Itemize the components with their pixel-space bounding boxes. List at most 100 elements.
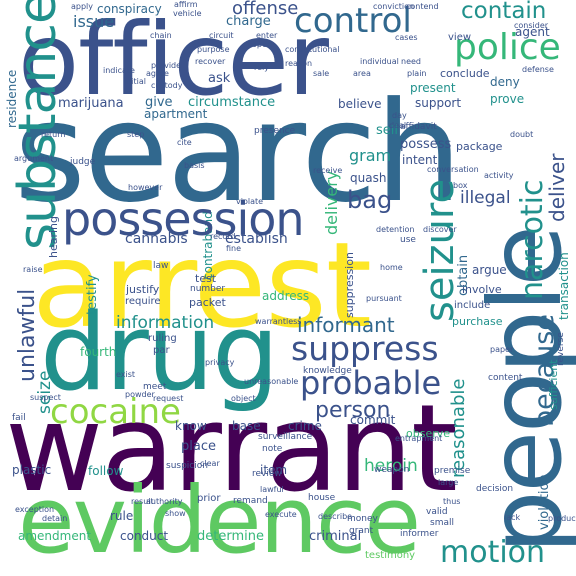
word-privacy: exist xyxy=(116,370,136,379)
word-conversation: conversation xyxy=(427,165,479,174)
word-prove: prove xyxy=(490,92,525,106)
word-motion: motion xyxy=(440,535,546,570)
word-violate: violate xyxy=(236,197,264,206)
word-contend: contend xyxy=(406,2,439,11)
word-step: step xyxy=(127,130,145,139)
word-decision: decision xyxy=(476,484,514,494)
word-unreasonable: unreasonable xyxy=(244,377,299,386)
word-sale: sale xyxy=(313,69,330,78)
word-cases: cases xyxy=(395,33,418,42)
word-describe: describe xyxy=(318,512,353,521)
word-police: police xyxy=(454,27,561,68)
word-object: object xyxy=(231,394,256,403)
word-reasonable-text: reasonable xyxy=(448,378,469,478)
word-informant: informant xyxy=(297,313,395,337)
word-view: view xyxy=(448,32,472,43)
word-authority: authority xyxy=(146,497,183,506)
word-apartment: apartment xyxy=(144,107,208,121)
word-probable: probable xyxy=(300,364,442,402)
word-request: request xyxy=(153,394,184,403)
word-gram: gram xyxy=(349,146,392,165)
word-warrantless: reverse xyxy=(556,332,566,366)
word-crime: crime xyxy=(288,419,322,433)
word-commit: commit xyxy=(350,413,396,427)
word-ruling: ruling xyxy=(148,333,177,344)
word-suspect: suspect xyxy=(30,393,61,402)
word-sufficient: sufficient xyxy=(547,359,560,411)
word-criminal: criminal xyxy=(309,529,362,544)
word-circumstance: circumstance xyxy=(188,95,276,110)
word-open: open xyxy=(252,40,272,49)
word-area: area xyxy=(353,69,371,78)
word-unlawful: unlawful xyxy=(15,288,40,382)
word-purpose: purpose xyxy=(197,45,230,54)
word-warrant: warrant xyxy=(5,380,458,519)
word-possess: possess xyxy=(400,137,452,152)
word-offense: offense xyxy=(232,0,299,19)
word-know: know xyxy=(175,419,207,433)
word-conduct: conduct xyxy=(120,529,169,543)
word-search: search xyxy=(14,72,462,233)
word-weapon: weapon xyxy=(374,465,410,475)
word-observe: observe xyxy=(406,427,451,440)
word-entrapment: entrapment xyxy=(395,434,443,443)
word-exist: warrantless xyxy=(255,317,302,326)
word-plastic: plastic xyxy=(12,463,52,477)
word-hearing-text: hearing xyxy=(47,215,60,258)
word-lack: lack xyxy=(504,513,521,522)
word-initial: initial xyxy=(124,77,146,86)
word-suppress: suppress xyxy=(291,329,439,368)
word-detain: detain xyxy=(42,514,68,523)
word-reasonable: reasonable xyxy=(448,378,469,478)
word-arrest: arrest xyxy=(32,216,372,354)
word-include: include xyxy=(454,300,491,311)
word-defense: defense xyxy=(522,65,554,74)
word-warrantless-text: reverse xyxy=(556,332,566,366)
word-hearing: hearing xyxy=(47,215,60,258)
word-record: record xyxy=(210,232,236,241)
word-constitutional: constitutional xyxy=(285,45,340,54)
word-content: content xyxy=(488,373,523,383)
word-home: home xyxy=(380,263,403,272)
word-base: base xyxy=(232,419,261,433)
word-fine: fine xyxy=(226,244,242,253)
word-person: person xyxy=(315,398,391,423)
word-suppression-text: suppression xyxy=(343,252,356,318)
word-argue: argue xyxy=(472,263,507,277)
word-packet: packet xyxy=(189,296,226,309)
word-valid: valid xyxy=(426,507,448,517)
word-custody: custody xyxy=(151,81,183,90)
word-individual: individual xyxy=(360,57,399,66)
word-sufficient-text: sufficient xyxy=(547,359,560,411)
word-enter: enter xyxy=(256,31,278,40)
word-powder: privacy xyxy=(205,358,235,367)
word-fail: fail xyxy=(12,413,26,423)
word-activity: activity xyxy=(484,171,514,180)
word-lawful: lawful xyxy=(260,485,284,494)
word-determine: determine xyxy=(197,529,264,544)
word-affidavit: affidavit xyxy=(400,122,437,132)
word-presence: presence xyxy=(254,126,296,136)
word-argument: argument xyxy=(14,154,54,163)
word-heroin: heroin xyxy=(364,456,418,476)
word-residence: residence xyxy=(5,70,19,128)
word-grant: grant xyxy=(349,526,374,536)
word-small: small xyxy=(430,518,454,528)
word-marijuana: marijuana xyxy=(58,96,124,111)
word-surveillance: surveillance xyxy=(258,432,313,442)
word-officer: officer xyxy=(18,1,329,118)
word-meet: meet xyxy=(143,382,167,392)
word-large: large xyxy=(438,478,459,487)
word-transaction-text: transaction xyxy=(557,252,571,320)
word-clear: clear xyxy=(200,459,220,468)
word-reverse: powder xyxy=(125,390,155,399)
word-review: review xyxy=(252,469,282,479)
word-deliver-text: deliver xyxy=(545,153,569,222)
word-prior: prior xyxy=(197,493,221,504)
word-discover: discover xyxy=(423,225,457,234)
word-box: box xyxy=(453,181,468,190)
word-cocaine: cocaine xyxy=(50,392,181,432)
word-unlawful-text: unlawful xyxy=(15,288,40,382)
word-execute: execute xyxy=(265,510,297,519)
